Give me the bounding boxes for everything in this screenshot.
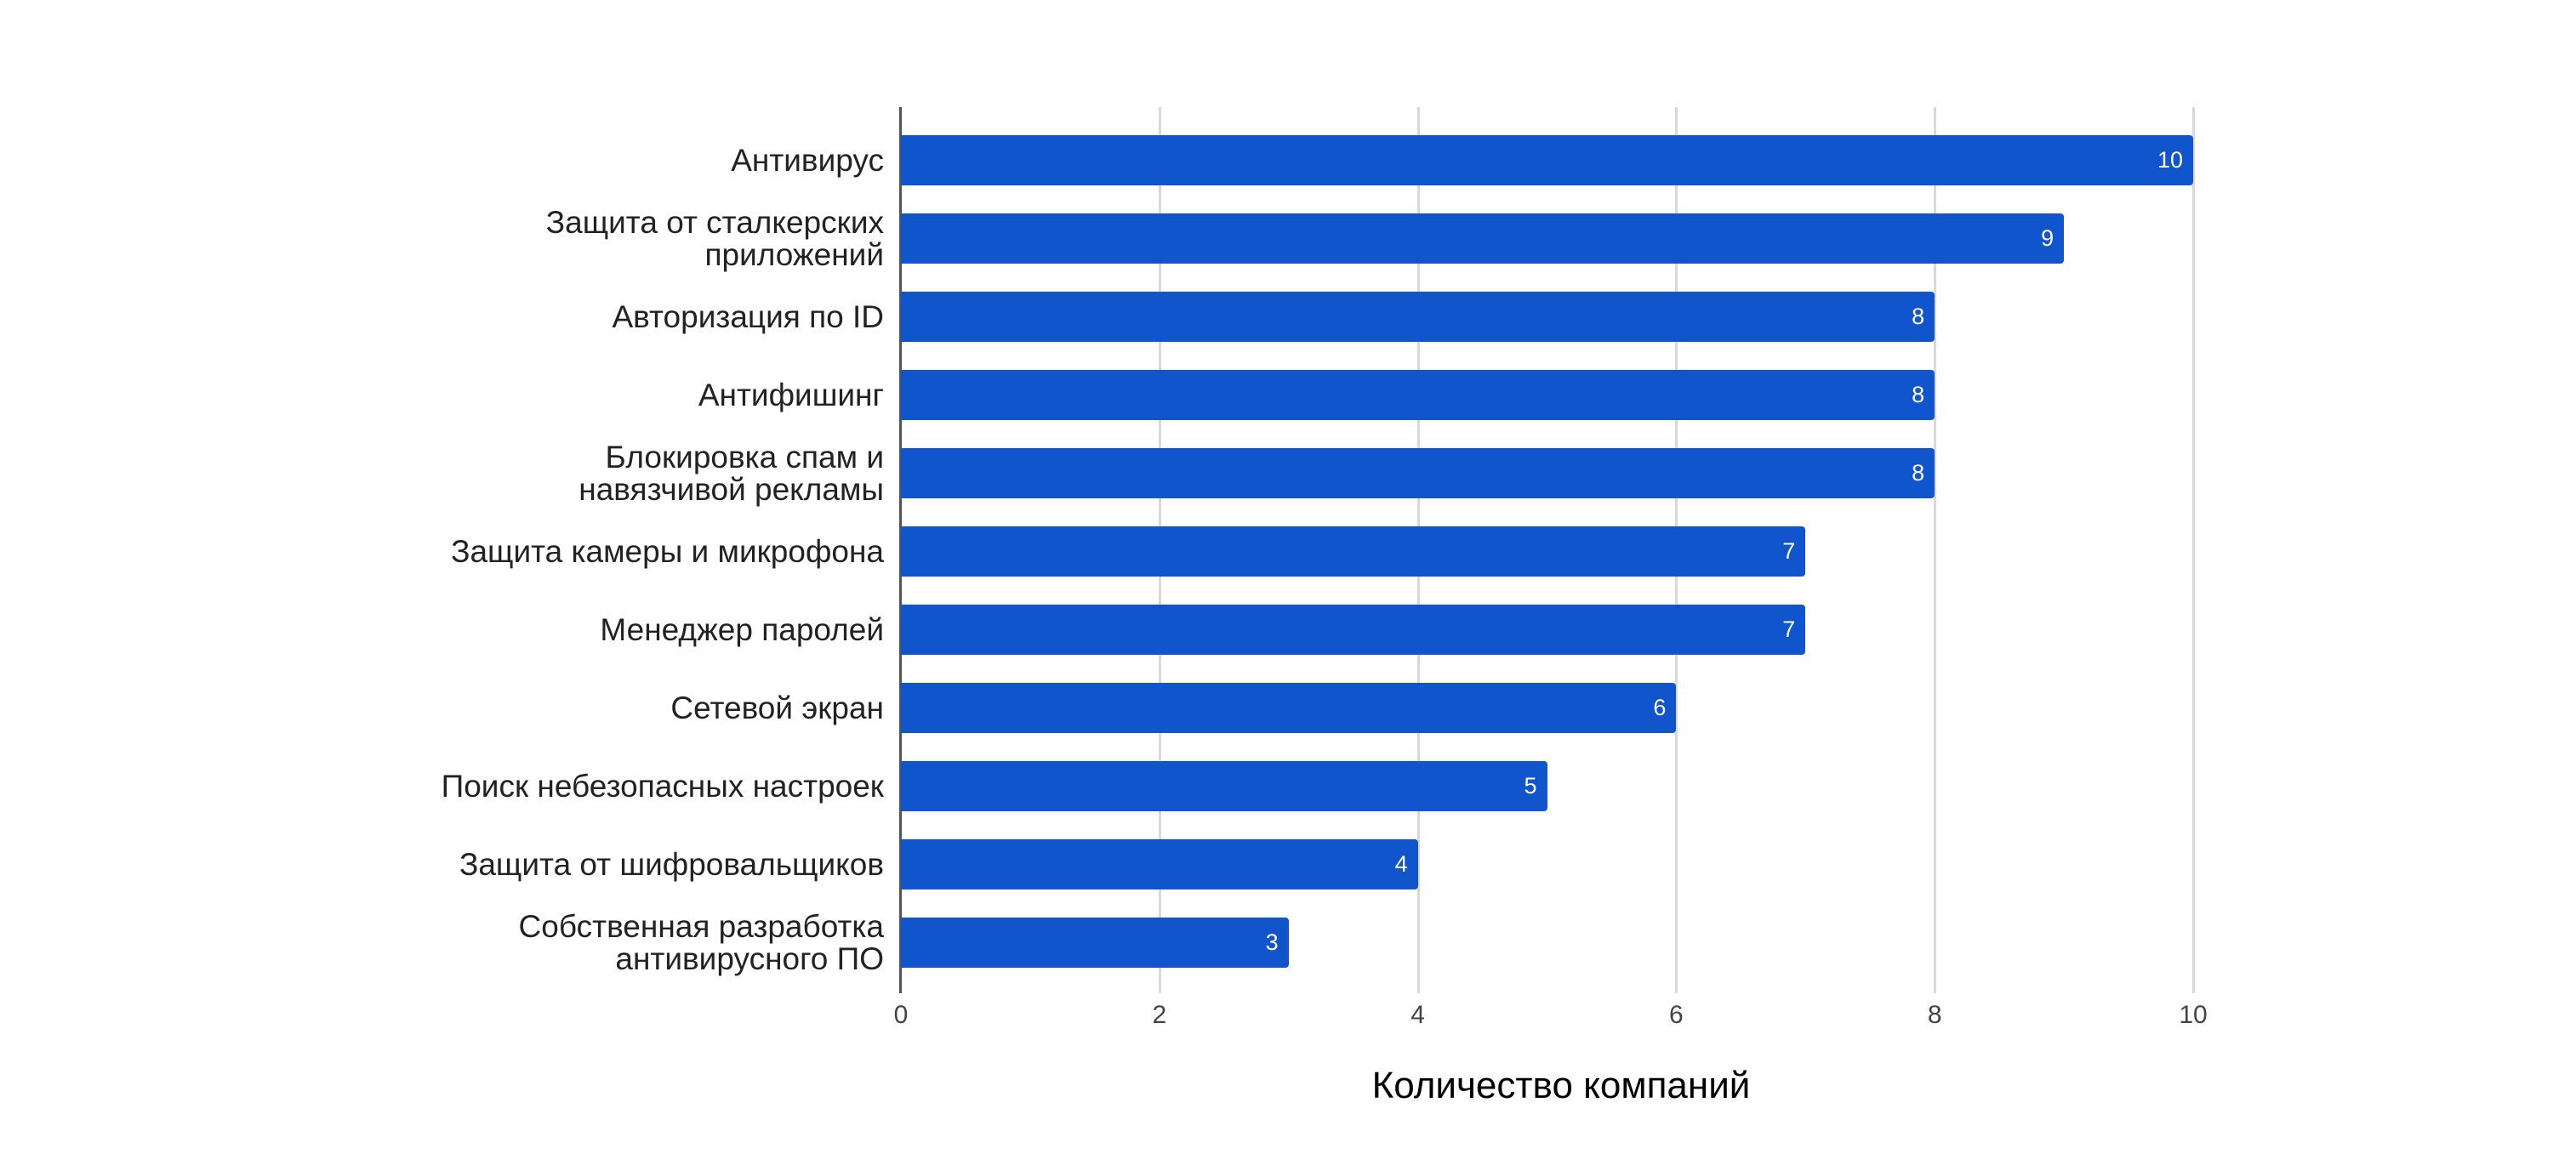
- bar-value-label: 8: [1912, 304, 1925, 329]
- x-tick-label: 10: [2179, 1001, 2208, 1029]
- bar[interactable]: 10: [901, 135, 2193, 185]
- category-label: Защита от шифровальщиков: [459, 846, 884, 882]
- bar[interactable]: 9: [901, 213, 2065, 264]
- bar-value-label: 5: [1524, 773, 1537, 798]
- category-label: Собственная разработка антивирусного ПО: [518, 908, 884, 976]
- gridline: [1934, 107, 1937, 993]
- x-tick-label: 2: [1152, 1001, 1167, 1029]
- category-label: Антивирус: [731, 142, 884, 178]
- gridline: [2192, 107, 2195, 993]
- bar-value-label: 8: [1912, 460, 1925, 486]
- bar-value-label: 4: [1394, 851, 1408, 877]
- category-label: Поиск небезопасных настроек: [441, 768, 884, 804]
- category-label: Антифишинг: [698, 377, 884, 412]
- bar[interactable]: 4: [901, 839, 1418, 889]
- category-label: Менеджер паролей: [600, 611, 884, 647]
- category-label: Защита от сталкерских приложений: [545, 204, 884, 272]
- bar-value-label: 9: [2041, 225, 2055, 251]
- bar-value-label: 6: [1653, 695, 1667, 720]
- bar[interactable]: 6: [901, 683, 1677, 733]
- category-label: Защита камеры и микрофона: [451, 533, 884, 569]
- x-tick-label: 4: [1411, 1001, 1425, 1029]
- category-label: Сетевой экран: [670, 690, 884, 725]
- x-axis-title: Количество компаний: [1371, 1065, 1751, 1106]
- x-tick-label: 6: [1669, 1001, 1684, 1029]
- bar-value-label: 7: [1782, 538, 1796, 564]
- category-label: Блокировка спам и навязчивой рекламы: [578, 439, 884, 507]
- bar[interactable]: 7: [901, 605, 1806, 655]
- category-label: Авторизация по ID: [612, 298, 885, 334]
- bar-value-label: 10: [2157, 147, 2183, 173]
- bar-value-label: 3: [1265, 929, 1279, 955]
- bar[interactable]: 8: [901, 448, 1935, 498]
- bar[interactable]: 8: [901, 370, 1935, 420]
- bar-value-label: 7: [1782, 617, 1796, 642]
- bar[interactable]: 7: [901, 526, 1806, 577]
- x-tick-label: 8: [1927, 1001, 1942, 1029]
- x-tick-label: 0: [893, 1001, 909, 1029]
- y-axis-line: [899, 107, 902, 993]
- bar[interactable]: 5: [901, 761, 1547, 811]
- bar[interactable]: 8: [901, 292, 1935, 342]
- bar[interactable]: 3: [901, 918, 1289, 968]
- bar-value-label: 8: [1912, 382, 1925, 407]
